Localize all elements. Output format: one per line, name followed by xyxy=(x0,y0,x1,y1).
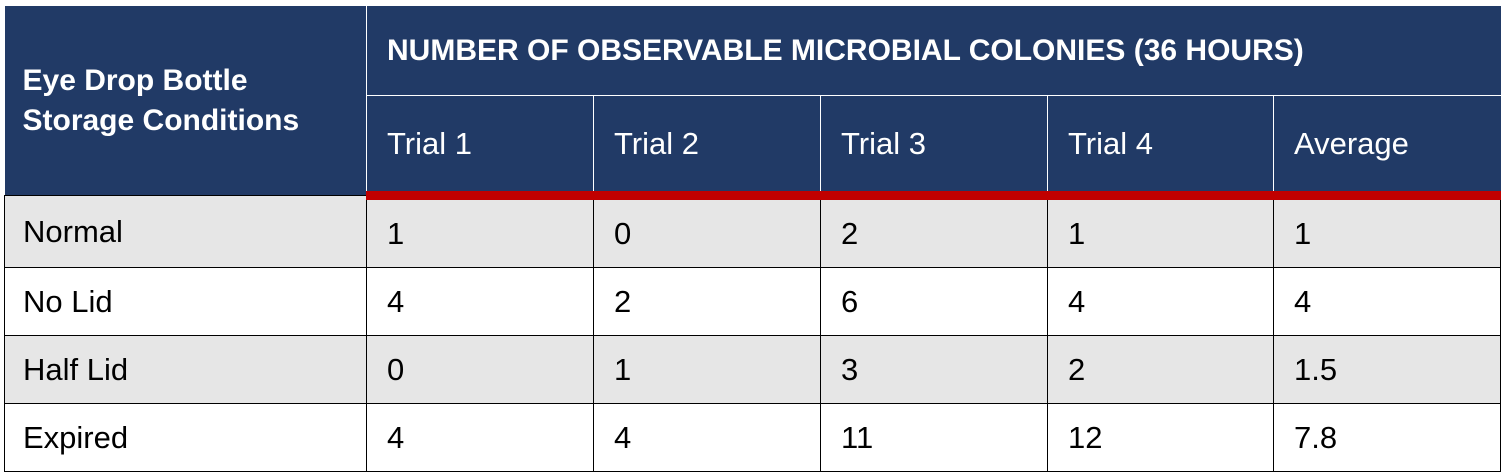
table-cell: 4 xyxy=(1272,267,1502,336)
table-cell: 2 xyxy=(820,195,1048,268)
table-cell: 1 xyxy=(366,195,594,268)
table-cell: 7.8 xyxy=(1272,403,1502,472)
table-cell: 12 xyxy=(1047,403,1274,472)
table-cell: 2 xyxy=(593,267,821,336)
column-header: Trial 2 xyxy=(593,95,821,200)
table-cell: 4 xyxy=(1047,267,1274,336)
table-cell: 2 xyxy=(1047,335,1274,404)
table-cell: 4 xyxy=(366,403,594,472)
group-header: NUMBER OF OBSERVABLE MICROBIAL COLONIES … xyxy=(366,6,1501,96)
table-cell: 3 xyxy=(820,335,1048,404)
stub-header: Eye Drop Bottle Storage Conditions xyxy=(4,6,367,196)
table-body: Normal 1 0 2 1 1 No Lid 4 2 6 4 4 Half Lid 0 1 3 2 1.5 Exp… xyxy=(4,195,1502,472)
row-label: No Lid xyxy=(4,267,367,336)
column-header: Trial 4 xyxy=(1047,95,1274,200)
column-header: Average xyxy=(1272,95,1501,200)
table-cell: 1.5 xyxy=(1272,335,1502,404)
table-cell: 4 xyxy=(366,267,594,336)
table-row: Half Lid 0 1 3 2 1.5 xyxy=(4,335,1502,404)
table-cell: 4 xyxy=(593,403,821,472)
row-label: Half Lid xyxy=(4,335,367,404)
row-label: Expired xyxy=(4,403,367,472)
table-row: No Lid 4 2 6 4 4 xyxy=(4,267,1502,336)
table-cell: 6 xyxy=(820,267,1048,336)
table-row: Expired 4 4 11 12 7.8 xyxy=(4,403,1502,472)
table-cell: 1 xyxy=(1047,195,1274,268)
colonies-table: Eye Drop Bottle Storage Conditions NUMBE… xyxy=(4,6,1502,472)
column-header: Trial 1 xyxy=(366,95,594,200)
table-cell: 11 xyxy=(820,403,1048,472)
table-row: Normal 1 0 2 1 1 xyxy=(4,195,1502,268)
table-cell: 0 xyxy=(593,195,821,268)
table-cell: 1 xyxy=(1272,195,1502,268)
column-header: Trial 3 xyxy=(820,95,1048,200)
row-label: Normal xyxy=(4,195,367,268)
table-cell: 0 xyxy=(366,335,594,404)
table-cell: 1 xyxy=(593,335,821,404)
